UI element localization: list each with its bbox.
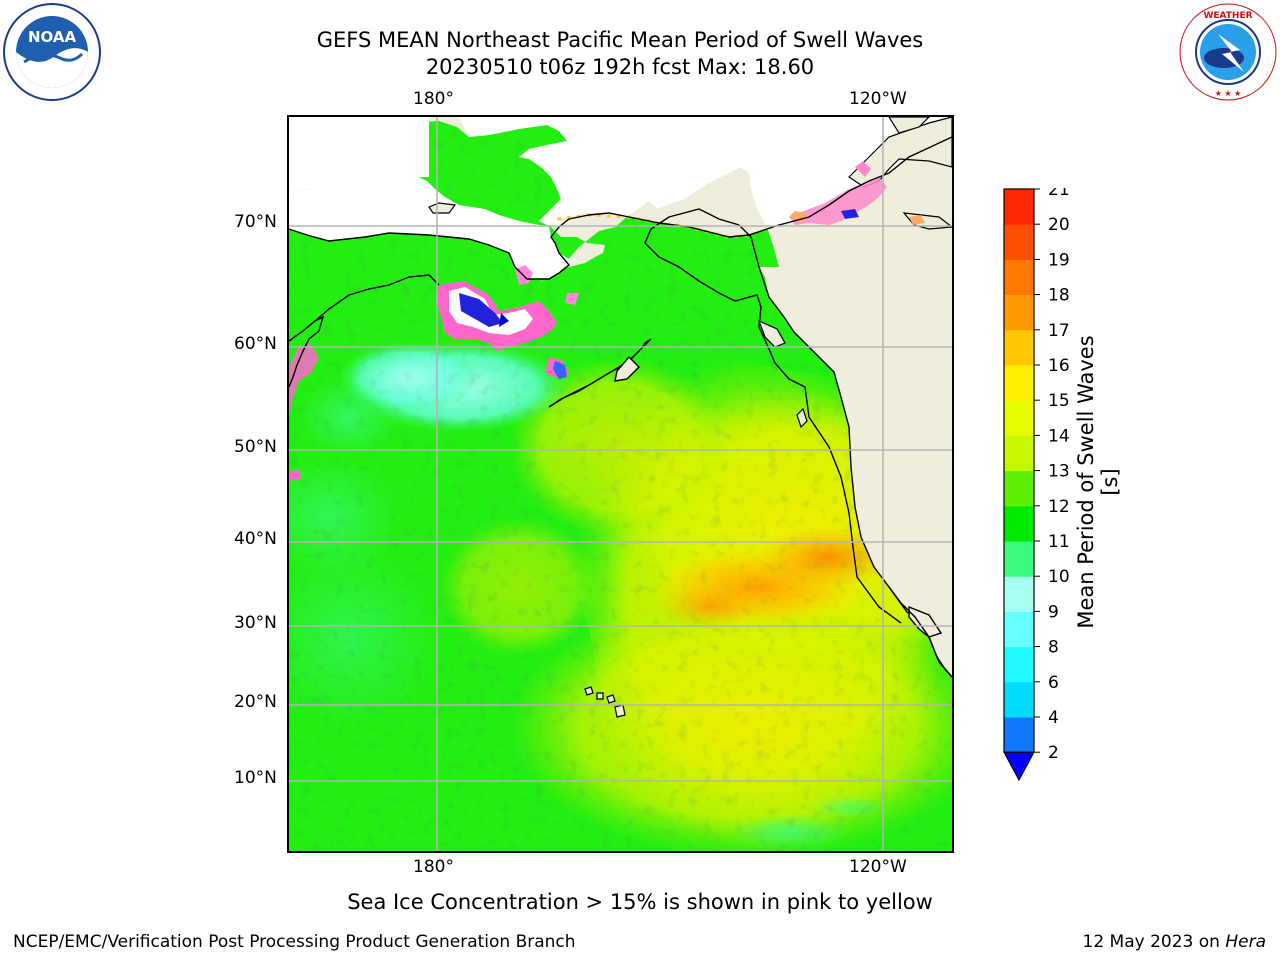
colorbar-segment	[1004, 576, 1034, 612]
footer-date-text: 12 May 2023 on	[1082, 932, 1220, 952]
colorbar-tick-label: 8	[1048, 638, 1059, 658]
sea-ice-annotation: Sea Ice Concentration > 15% is shown in …	[347, 890, 933, 914]
colorbar-segment	[1004, 435, 1034, 472]
sea-ice-beaufort	[789, 177, 887, 225]
colorbar-tick-label: 20	[1048, 215, 1070, 235]
colorbar-tick-label: 9	[1048, 602, 1059, 622]
lat-label-10n: 10°N	[234, 768, 277, 788]
svg-text:WEATHER: WEATHER	[1203, 11, 1252, 21]
lon-label-top-180: 180°	[413, 89, 454, 109]
nws-logo: WEATHER ★ ★ ★	[1178, 2, 1278, 102]
footer-branch: NCEP/EMC/Verification Post Processing Pr…	[13, 932, 576, 952]
colorbar-tick-label: 19	[1048, 250, 1070, 270]
colorbar-segment	[1004, 541, 1034, 577]
colorbar-segment	[1004, 259, 1034, 296]
map-title-line1: GEFS MEAN Northeast Pacific Mean Period …	[316, 28, 924, 52]
colorbar-segment	[1004, 717, 1034, 753]
colorbar-segment	[1004, 294, 1034, 331]
footer-date: 12 May 2023 on Hera	[1083, 932, 1267, 952]
lat-label-50n: 50°N	[234, 437, 277, 457]
colorbar-tick-label: 15	[1048, 391, 1070, 411]
land-siberia	[289, 177, 569, 279]
footer-machine: Hera	[1225, 932, 1266, 952]
colorbar-segment	[1004, 505, 1034, 542]
colorbar-tick-label: 17	[1048, 321, 1070, 341]
colorbar-tick-label: 2	[1048, 743, 1059, 763]
colorbar-graphic: 2 4 6 8 9 10 11 12 13 14 15 16 17 18 19 20 21	[1003, 180, 1070, 782]
arctic-ocean	[459, 117, 952, 237]
colorbar-segment	[1004, 646, 1034, 683]
svg-text:★ ★ ★: ★ ★ ★	[1215, 89, 1242, 98]
coastline-alaska	[644, 208, 952, 678]
colorbar: 2 4 6 8 9 10 11 12 13 14 15 16 17 18 19 20 21	[1003, 180, 1123, 792]
svg-text:NOAA: NOAA	[28, 28, 77, 46]
colorbar-tick-label: 12	[1048, 497, 1070, 517]
noaa-logo: NOAA	[2, 2, 102, 102]
colorbar-segment	[1004, 681, 1034, 718]
colorbar-segment	[1004, 400, 1034, 436]
colorbar-tick-label: 14	[1048, 426, 1070, 446]
map-title-line2: 20230510 t06z 192h fcst Max: 18.60	[425, 55, 815, 79]
hawaii-islands	[584, 686, 626, 718]
colorbar-tick-label: 18	[1048, 286, 1070, 306]
colorbar-tick-label: 16	[1048, 356, 1070, 376]
lat-label-20n: 20°N	[234, 692, 277, 712]
lat-label-60n: 60°N	[234, 334, 277, 354]
colorbar-segment	[1004, 470, 1034, 507]
lon-label-bottom-120w: 120°W	[849, 857, 907, 877]
colorbar-tick-label: 4	[1048, 708, 1059, 728]
lat-label-40n: 40°N	[234, 529, 277, 549]
colorbar-tick-label: 13	[1048, 462, 1070, 482]
colorbar-segment	[1004, 329, 1034, 366]
colorbar-segment	[1004, 365, 1034, 401]
colorbar-tick-label: 10	[1048, 567, 1070, 587]
colorbar-segment	[1004, 189, 1034, 225]
graticule	[289, 117, 952, 851]
lat-label-30n: 30°N	[234, 613, 277, 633]
colorbar-segment	[1004, 224, 1034, 260]
lat-label-70n: 70°N	[234, 212, 277, 232]
colorbar-tick-label: 21	[1048, 188, 1070, 200]
colorbar-tick-label: 6	[1048, 673, 1059, 693]
swell-period-map	[289, 117, 952, 851]
colorbar-extend-triangle	[1003, 751, 1035, 782]
lon-label-top-120w: 120°W	[849, 89, 907, 109]
lon-label-bottom-180: 180°	[413, 857, 454, 877]
coastline-siberia	[289, 136, 952, 280]
colorbar-tick-label: 11	[1048, 532, 1070, 552]
map-panel	[287, 115, 954, 853]
colorbar-segment	[1004, 611, 1034, 648]
